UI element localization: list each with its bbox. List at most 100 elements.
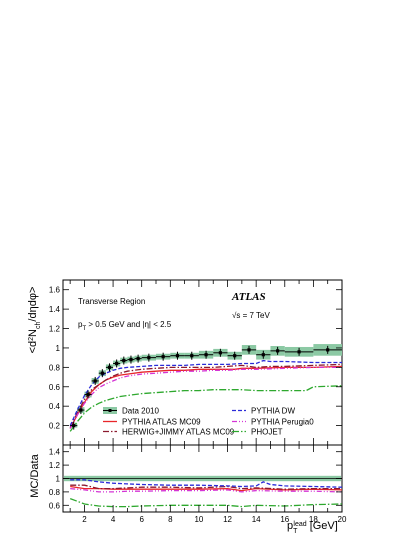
main-y-ticks: 0.2 0.4 0.6 0.8 1 1.2 1.4 1.6 [49, 286, 342, 431]
ratio-line-phojet [69, 497, 343, 508]
ylabel-part-c: /dηdφ> [27, 287, 39, 322]
data-point-marker [161, 355, 165, 359]
ratio-series-lines [69, 479, 343, 508]
data-point [77, 406, 85, 415]
cuts-label: pT > 0.5 GeV and |η| < 2.5 [78, 320, 172, 332]
xlabel-sub: T [293, 528, 298, 535]
series-line-pythia-perugia0 [69, 366, 342, 429]
data-point-marker [204, 353, 208, 357]
ratio-ytick-label: 0.6 [49, 501, 61, 510]
mc-series-lines [69, 359, 343, 432]
cuts-pt: p [78, 320, 83, 329]
data-point-marker [247, 348, 251, 352]
data-point [70, 421, 78, 430]
ratio-data-band [63, 475, 342, 482]
legend-label: PYTHIA Perugia0 [251, 418, 314, 427]
data-point-marker [147, 356, 151, 360]
ratio-x-ticks: 2 4 6 8 10 12 14 16 18 20 [69, 445, 347, 524]
x-tick-label: 20 [338, 515, 347, 524]
cuts-rest: > 0.5 GeV and |η| < 2.5 [86, 320, 172, 329]
xlabel-p: p [287, 520, 293, 532]
main-ytick-label: 1.6 [49, 286, 61, 295]
x-tick-label: 8 [168, 515, 173, 524]
main-ytick-label: 0.8 [49, 363, 61, 372]
main-ytick-label: 1.2 [49, 325, 61, 334]
ylabel-part-b: N [27, 329, 39, 337]
main-panel: 0.2 0.4 0.6 0.8 1 1.2 1.4 1.6 <d2Nch/dηdφ> Tran… [27, 279, 343, 446]
legend-entry: PYTHIA Perugia0 [232, 418, 314, 427]
data-point [256, 350, 271, 359]
series-line-herwig-jimmy-atlas-mc09 [69, 363, 343, 428]
region-label: Transverse Region [78, 297, 145, 306]
legend-entry: PHOJET [232, 428, 283, 437]
data-point [98, 369, 106, 378]
data-point-marker [276, 349, 280, 353]
series-line-phojet [69, 385, 343, 432]
data-point [120, 356, 128, 365]
x-tick-label: 2 [82, 515, 87, 524]
legend-entry: PYTHIA ATLAS MC09 [103, 418, 201, 427]
main-ytick-label: 0.6 [49, 383, 61, 392]
data-point-marker [233, 354, 237, 358]
data-point-marker [100, 371, 104, 375]
data-point-marker [297, 350, 301, 354]
data-point [113, 359, 121, 368]
ratio-panel: 0.6 0.8 1 1.2 1.4 2 4 6 8 10 12 14 16 18 20 MC/Data p… [29, 444, 347, 535]
data-point [284, 347, 314, 356]
energy-label: √s = 7 TeV [232, 311, 270, 320]
legend-label: PYTHIA ATLAS MC09 [122, 418, 201, 427]
data-point-marker [326, 348, 330, 352]
ylabel-part-a: <d [27, 341, 39, 354]
data-point-marker [107, 365, 112, 369]
main-ytick-label: 1.4 [49, 305, 61, 314]
data-point-marker [79, 408, 83, 412]
xlabel-rest: [GeV] [307, 520, 338, 532]
legend-label: HERWIG+JIMMY ATLAS MC09 [122, 428, 235, 437]
legend-entry: PYTHIA DW [232, 407, 295, 416]
main-y-axis-label: <d2Nch/dηdφ> [27, 287, 42, 354]
data-point [105, 363, 114, 372]
legend-label: Data 2010 [122, 407, 159, 416]
data-points [70, 345, 342, 430]
data-point-marker [136, 357, 140, 361]
x-tick-label: 16 [280, 515, 289, 524]
data-point [156, 352, 171, 361]
main-ytick-label: 0.2 [49, 422, 61, 431]
data-point [227, 351, 242, 360]
data-point [313, 345, 342, 354]
ratio-ytick-label: 1.2 [49, 461, 61, 470]
ratio-y-axis-label: MC/Data [29, 453, 41, 497]
legend-entry: HERWIG+JIMMY ATLAS MC09 [103, 428, 235, 437]
data-point [270, 346, 285, 355]
ratio-ytick-label: 1 [56, 475, 61, 484]
data-point-marker [261, 353, 265, 357]
data-point [213, 348, 228, 357]
data-point-marker [72, 423, 76, 428]
legend-entry: Data 2010 [103, 407, 159, 416]
ylabel-sup: 2 [28, 337, 35, 341]
data-point [198, 350, 214, 359]
ratio-y-ticks: 0.6 0.8 1 1.2 1.4 [49, 448, 342, 510]
main-x-ticks [69, 280, 343, 445]
legend-label: PYTHIA DW [251, 407, 295, 416]
data-point-marker [122, 358, 126, 363]
cuts-sub: T [82, 326, 86, 332]
main-ytick-label: 0.4 [49, 402, 61, 411]
x-tick-label: 12 [223, 515, 232, 524]
data-point-marker [175, 354, 180, 358]
xlabel-sup: lead [293, 521, 306, 528]
legend-label: PHOJET [251, 428, 283, 437]
ratio-line-pythia-perugia0 [70, 487, 343, 493]
series-line-pythia-atlas-mc09 [69, 365, 343, 429]
atlas-label: ATLAS [231, 291, 266, 303]
data-point-marker [190, 354, 194, 358]
data-point [84, 390, 92, 399]
data-point [91, 376, 99, 385]
ratio-ytick-label: 1.4 [49, 448, 61, 457]
data-point-marker [218, 351, 222, 355]
data-point [170, 351, 185, 360]
legend-swatch-marker [108, 409, 112, 412]
data-point-marker [86, 392, 90, 397]
